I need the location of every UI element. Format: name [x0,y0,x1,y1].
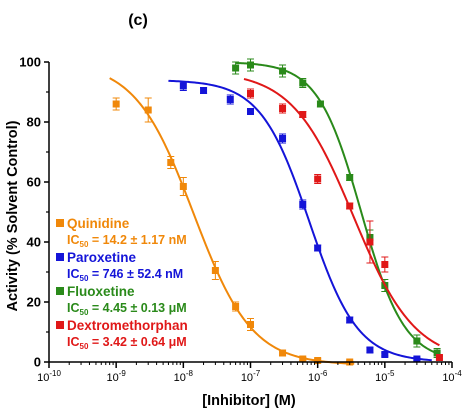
fit-curve [235,61,440,356]
legend-ic50: IC50 = 746 ± 52.4 nM [67,267,183,283]
y-tick-label: 80 [27,115,41,130]
legend-label: Paroxetine [67,250,137,265]
data-point [279,135,287,142]
data-point [179,82,187,90]
legend-marker [56,287,64,295]
data-point [366,238,374,246]
data-point [314,357,322,364]
fit-curve [109,77,355,365]
data-point [211,267,219,274]
data-point [346,316,354,324]
data-point [247,61,254,69]
y-tick-label: 0 [34,355,41,370]
data-point [226,96,234,103]
data-point [435,354,443,361]
data-point [279,349,287,357]
series-paroxetine [168,79,432,363]
panel-label: (c) [128,12,148,29]
data-point [167,159,175,166]
data-point [200,87,208,94]
y-axis-label: Activity (% Solvent Control) [5,120,21,311]
fit-curve [243,78,440,347]
data-point [346,174,354,181]
y-tick-label: 20 [27,295,41,310]
data-point [366,346,374,354]
data-point [232,64,240,72]
x-tick-label: 10-10 [37,369,61,384]
axes: 0 20 40 60 80 100 10-10 10-9 10-8 10-7 10-6 10-5 10-… [19,55,462,385]
data-point [179,183,187,190]
y-tick-label: 40 [27,235,41,250]
x-tick-label: 10-6 [308,369,328,384]
legend-marker [56,253,64,261]
data-point [381,351,389,358]
data-point [112,100,120,108]
data-point [144,106,152,114]
y-tick-label: 100 [19,55,41,70]
y-tick-label: 60 [27,175,41,190]
data-point [279,67,287,75]
legend-marker [56,219,64,227]
data-point [299,79,307,87]
x-tick-label: 10-4 [442,369,462,384]
legend-marker [56,321,64,329]
x-axis-label: [Inhibitor] (M) [202,393,296,409]
legend-ic50: IC50 = 14.2 ± 1.17 nM [67,233,187,249]
x-tick-label: 10-9 [106,369,126,384]
data-point [279,105,287,112]
data-point [316,100,324,108]
series-dextromethorphan [243,78,443,361]
legend-ic50: IC50 = 3.42 ± 0.64 μM [67,335,187,351]
data-point [299,111,307,118]
data-point [413,355,421,363]
legend-label: Fluoxetine [67,284,135,299]
x-tick-label: 10-7 [241,369,261,384]
data-point [299,201,307,208]
legend-label: Dextromethorphan [67,318,188,333]
legend-label: Quinidine [67,216,130,231]
data-point [413,337,421,345]
data-point [232,303,240,310]
legend-ic50: IC50 = 4.45 ± 0.13 μM [67,301,187,317]
data-point [314,175,322,183]
data-point [299,355,307,363]
legend: Quinidine IC50 = 14.2 ± 1.17 nMParoxetine… [56,216,188,351]
data-point [433,349,441,357]
series-fluoxetine [232,58,441,358]
series-quinidine [109,77,355,366]
data-point [247,321,254,328]
x-tick-label: 10-8 [174,369,194,384]
fit-curve [168,79,432,362]
data-point [346,202,354,210]
data-point [381,261,389,268]
data-point [247,108,254,115]
plot-area [109,58,443,366]
x-tick-label: 10-5 [375,369,395,384]
data-point [314,244,322,252]
data-point [247,90,254,97]
